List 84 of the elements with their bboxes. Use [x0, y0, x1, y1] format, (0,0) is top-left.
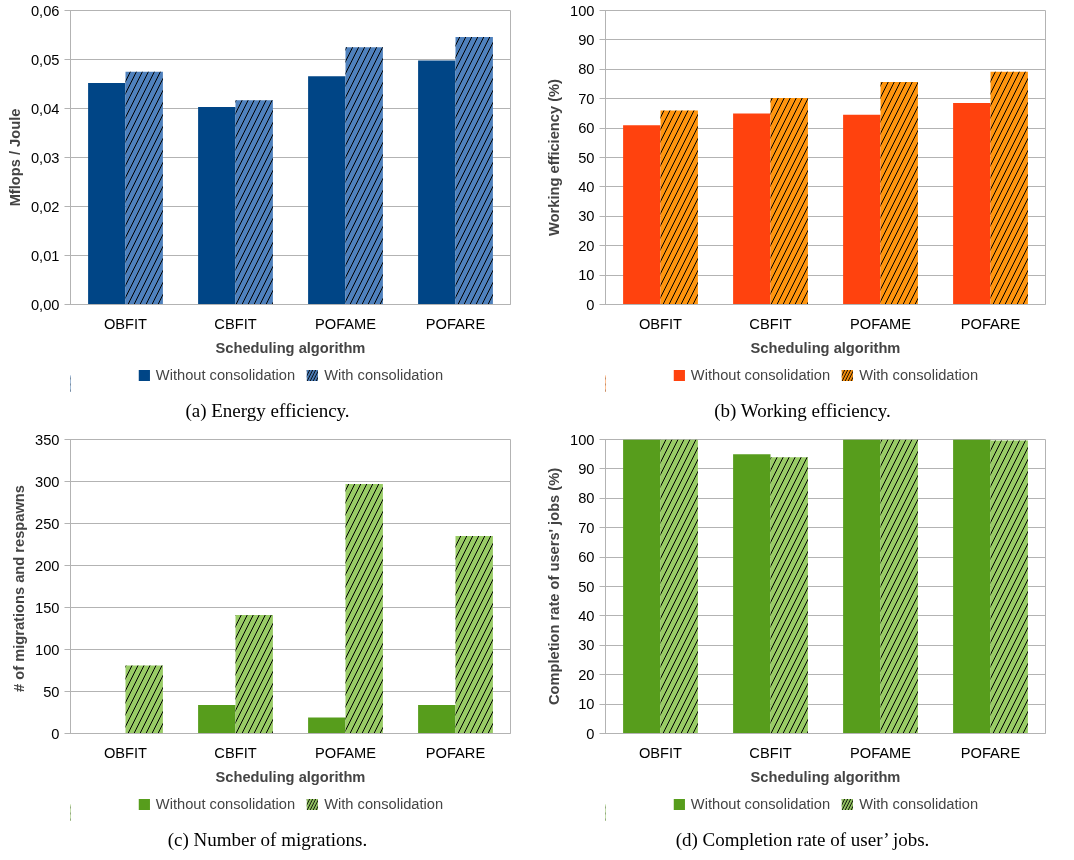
legend-label: Without consolidation — [690, 367, 831, 383]
x-tick-label: POFAME — [849, 315, 912, 332]
text: (d) Completion rate of user’ jobs. — [675, 828, 930, 853]
y-tick-label: 80 — [578, 61, 595, 78]
legend-label: Without consolidation — [155, 796, 296, 813]
y-tick-label: 70 — [578, 519, 595, 536]
bar — [953, 103, 991, 305]
y-tick-label: 100 — [570, 2, 595, 19]
y-axis-title: Working efficiency (%) — [546, 78, 563, 236]
y-tick-label: 90 — [578, 461, 595, 478]
legend-label: With consolidation — [859, 796, 979, 813]
x-axis-title: Scheduling algorithm — [215, 768, 366, 785]
legend-label: With consolidation — [324, 367, 444, 383]
y-tick-label: 0,00 — [30, 296, 60, 313]
text: (a) Energy efficiency. — [185, 399, 350, 423]
x-axis-title: Scheduling algorithm — [215, 339, 366, 356]
x-tick-label: POFARE — [425, 744, 486, 761]
legend-label: Without consolidation — [690, 796, 831, 813]
y-tick-label: 100 — [570, 431, 595, 448]
y-tick-label: 0,05 — [30, 51, 60, 68]
bar — [308, 717, 346, 734]
x-tick-label: POFARE — [960, 744, 1021, 761]
y-axis-title: Completion rate of users' jobs (%) — [546, 467, 563, 706]
x-tick-label: POFARE — [425, 315, 486, 332]
x-tick-label: OBFIT — [638, 315, 683, 332]
y-tick-label: 50 — [578, 149, 595, 166]
y-tick-label: 70 — [578, 90, 595, 107]
y-tick-label: 90 — [578, 31, 595, 48]
y-tick-label: 150 — [35, 599, 60, 616]
y-tick-label: 0,01 — [30, 247, 60, 264]
y-tick-label: 40 — [578, 608, 595, 625]
y-tick-label: 60 — [578, 120, 595, 137]
y-tick-label: 50 — [43, 683, 60, 700]
y-axis-title: Mflops / Joule — [6, 108, 23, 207]
x-tick-label: CBFIT — [749, 744, 792, 761]
y-tick-label: 30 — [578, 208, 595, 225]
bar — [733, 113, 771, 305]
bar — [418, 60, 456, 305]
y-tick-label: 100 — [35, 641, 60, 658]
y-tick-label: 10 — [578, 267, 595, 284]
y-tick-label: 20 — [578, 666, 595, 683]
y-tick-label: 40 — [578, 178, 595, 195]
y-tick-label: 60 — [578, 549, 595, 566]
x-axis-title: Scheduling algorithm — [750, 768, 901, 785]
y-tick-label: 50 — [578, 578, 595, 595]
legend-label: With consolidation — [859, 367, 979, 383]
y-tick-label: 0,03 — [30, 149, 60, 166]
bar — [198, 107, 236, 305]
y-axis-title: # of migrations and respawns — [11, 485, 28, 693]
x-tick-label: POFAME — [314, 744, 377, 761]
y-tick-label: 0,06 — [30, 2, 60, 19]
x-axis-title: Scheduling algorithm — [750, 339, 901, 356]
text: (b) Working efficiency. — [714, 399, 891, 423]
y-tick-label: 350 — [35, 431, 60, 448]
x-tick-label: POFAME — [849, 744, 912, 761]
y-tick-label: 10 — [578, 696, 595, 713]
y-tick-label: 80 — [578, 490, 595, 507]
y-tick-label: 0,02 — [30, 198, 60, 215]
y-tick-label: 0 — [586, 296, 595, 313]
y-tick-label: 0,04 — [30, 100, 60, 117]
x-tick-label: OBFIT — [103, 744, 148, 761]
x-tick-label: OBFIT — [103, 315, 148, 332]
x-tick-label: CBFIT — [214, 744, 257, 761]
x-tick-label: OBFIT — [638, 744, 683, 761]
y-tick-label: 300 — [35, 473, 60, 490]
x-tick-label: CBFIT — [749, 315, 792, 332]
bar — [88, 83, 126, 305]
y-tick-label: 200 — [35, 557, 60, 574]
bar — [308, 76, 346, 305]
x-tick-label: POFARE — [960, 315, 1021, 332]
y-tick-label: 0 — [586, 725, 595, 742]
bar — [418, 705, 456, 734]
legend-label: With consolidation — [324, 796, 444, 813]
bar — [843, 114, 881, 305]
y-tick-label: 20 — [578, 237, 595, 254]
y-tick-label: 0 — [51, 725, 60, 742]
x-tick-label: CBFIT — [214, 315, 257, 332]
bar — [623, 125, 661, 305]
y-tick-label: 250 — [35, 515, 60, 532]
x-tick-label: POFAME — [314, 315, 377, 332]
text: (c) Number of migrations. — [167, 828, 368, 853]
bar — [198, 705, 236, 734]
legend-label: Without consolidation — [155, 367, 296, 383]
y-tick-label: 30 — [578, 637, 595, 654]
